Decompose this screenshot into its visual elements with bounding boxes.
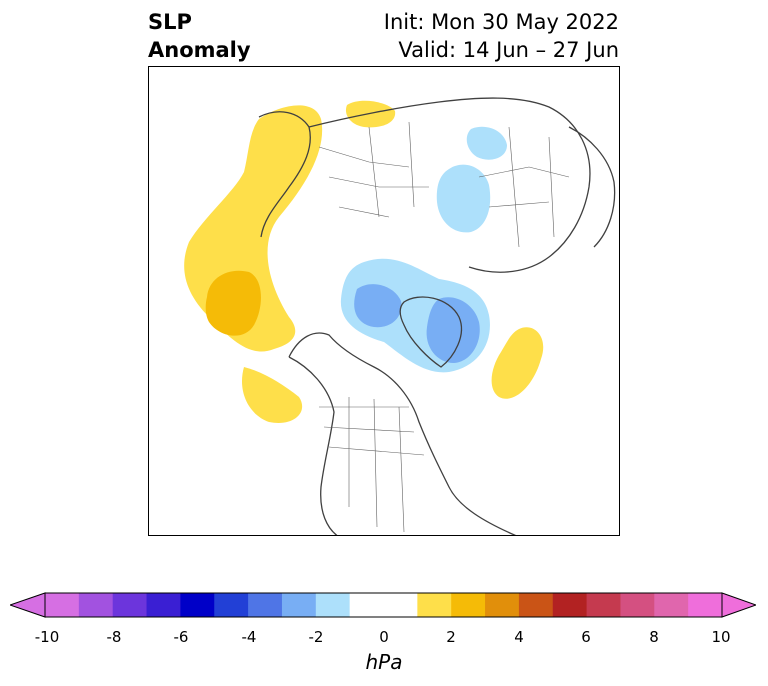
tick-label: 4 — [514, 628, 524, 646]
colorbar-segment — [552, 593, 588, 617]
map-title: SLP Anomaly — [148, 8, 251, 64]
asia-outline — [308, 97, 591, 273]
colorbar-segment — [383, 593, 418, 617]
colorbar-segment — [180, 593, 215, 617]
kamchatka-outline — [568, 126, 616, 248]
colorbar-segment — [315, 593, 351, 617]
forecast-dates: Init: Mon 30 May 2022 Valid: 14 Jun – 27… — [384, 8, 619, 64]
tick-label: -8 — [106, 628, 122, 646]
colorbar-segment — [485, 593, 520, 617]
tick-label: 0 — [379, 628, 389, 646]
colorbar-frame — [44, 592, 723, 618]
tick-label: -6 — [173, 628, 189, 646]
title-line-2: Anomaly — [148, 38, 251, 62]
map-panel — [148, 66, 620, 536]
positive-anomaly-scandinavia — [345, 100, 396, 128]
colorbar-segment — [349, 593, 384, 617]
colorbar-segment — [586, 593, 621, 617]
north-america-outline — [288, 332, 517, 535]
colorbar-unit: hPa — [365, 650, 403, 674]
greenland-outline — [399, 296, 463, 368]
negative-anomaly-arctic-core-west — [354, 284, 402, 328]
political-borders — [318, 121, 570, 533]
title-line-1: SLP — [148, 10, 192, 34]
colorbar-extend-min — [10, 592, 46, 618]
anomaly-fills — [184, 100, 544, 423]
coastlines — [258, 97, 616, 535]
positive-anomaly-pacific-core — [205, 270, 261, 336]
colorbar-segment — [248, 593, 283, 617]
colorbar-segment — [281, 593, 317, 617]
tick-label: 2 — [446, 628, 456, 646]
positive-anomaly-atlantic — [491, 327, 544, 399]
tick-label: 10 — [711, 628, 731, 646]
positive-anomaly-pacific-lower — [241, 367, 303, 423]
init-date: Init: Mon 30 May 2022 — [383, 10, 619, 34]
colorbar-segments — [10, 592, 756, 618]
polar-stereographic-map — [184, 97, 616, 535]
colorbar-segment — [688, 593, 723, 617]
negative-anomaly-arctic-core-east — [426, 297, 480, 363]
colorbar-segment — [518, 593, 554, 617]
europe-outline — [258, 111, 311, 238]
colorbar-segment — [45, 593, 80, 617]
colorbar — [10, 592, 756, 618]
colorbar-segment — [620, 593, 655, 617]
colorbar-segment — [451, 593, 486, 617]
negative-anomaly-siberia-north — [466, 126, 507, 160]
colorbar-segment — [112, 593, 148, 617]
valid-range: Valid: 14 Jun – 27 Jun — [398, 38, 619, 62]
colorbar-segment — [214, 593, 249, 617]
colorbar-segment — [78, 593, 114, 617]
tick-label: -4 — [241, 628, 257, 646]
colorbar-extend-max — [721, 592, 756, 618]
tick-label: -2 — [308, 628, 324, 646]
colorbar-segment — [417, 593, 452, 617]
tick-label: -10 — [34, 628, 60, 646]
colorbar-segment — [654, 593, 689, 617]
tick-label: 6 — [581, 628, 591, 646]
colorbar-segment — [146, 593, 181, 617]
negative-anomaly-siberia — [436, 164, 491, 233]
tick-label: 8 — [649, 628, 659, 646]
